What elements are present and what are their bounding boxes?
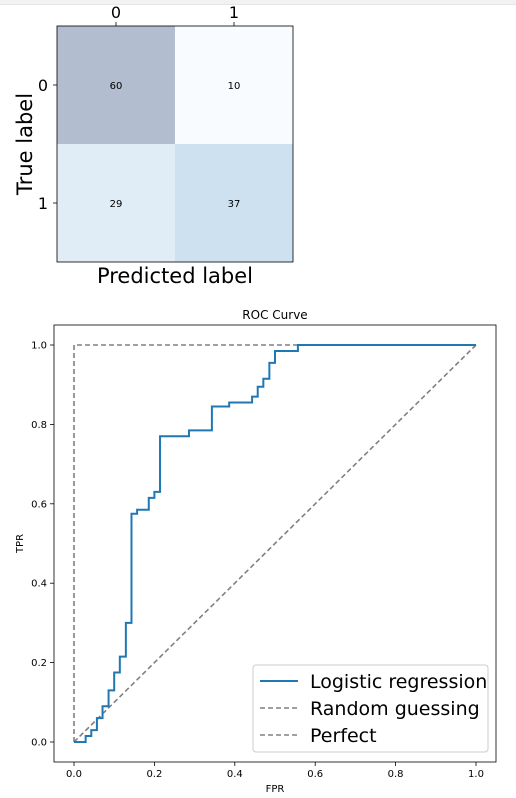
x-tick-label: 0.6 — [307, 769, 323, 780]
legend-label: Random guessing — [310, 698, 480, 720]
y-tick-label: 1 — [38, 194, 48, 213]
y-tick-label: 0.4 — [31, 579, 47, 590]
cell-value-label: 29 — [110, 199, 123, 210]
x-axis-label: Predicted label — [97, 264, 253, 288]
x-tick-label: 1.0 — [468, 769, 484, 780]
legend-label: Logistic regression — [310, 671, 487, 693]
heatmap-frame — [56, 25, 294, 263]
legend-box — [252, 664, 489, 753]
x-tick-label: 0.0 — [66, 769, 82, 780]
cell-value-label: 10 — [228, 81, 241, 92]
y-tick-label: 0.0 — [31, 738, 47, 749]
y-tick-label: 1.0 — [31, 341, 47, 352]
heatmap-cell — [175, 144, 293, 262]
x-tick-label: 0.2 — [146, 769, 162, 780]
x-tick-label: 0 — [111, 3, 121, 22]
heatmap-cell — [175, 26, 293, 144]
x-tick-label: 1 — [229, 3, 239, 22]
y-tick-label: 0.8 — [31, 420, 47, 431]
y-axis-label: True label — [13, 93, 37, 196]
heatmap-cell — [57, 26, 175, 144]
window-top-bar — [0, 0, 516, 5]
heatmap-cell — [57, 144, 175, 262]
y-axis-label: TPR — [15, 534, 26, 554]
x-tick-label: 0.4 — [227, 769, 243, 780]
y-tick-label: 0.6 — [31, 499, 47, 510]
legend-label: Perfect — [310, 725, 377, 747]
y-tick-label: 0 — [38, 76, 48, 95]
series-line-logistic-regression — [74, 344, 476, 743]
cell-value-label: 60 — [110, 81, 123, 92]
chart-title: ROC Curve — [242, 308, 307, 322]
y-tick-label: 0.2 — [31, 658, 47, 669]
series-line-random-guessing — [73, 344, 477, 743]
x-tick-label: 0.8 — [388, 769, 404, 780]
x-axis-label: FPR — [266, 784, 285, 795]
cell-value-label: 37 — [228, 199, 241, 210]
